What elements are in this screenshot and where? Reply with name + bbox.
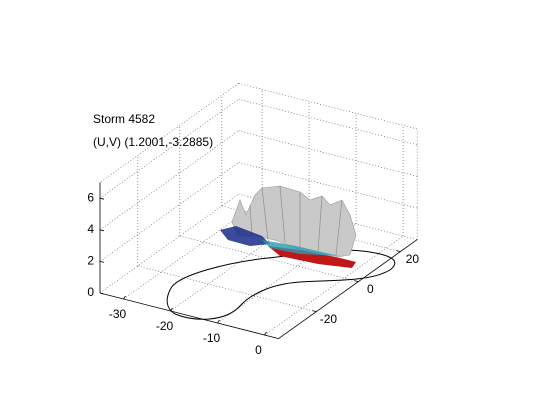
low-reflectivity	[220, 226, 270, 246]
chart-subtitle: (U,V) (1.2001,-3.2885)	[93, 135, 213, 149]
z-tick	[99, 261, 105, 263]
y-tick	[396, 250, 401, 252]
x-tick-label: -30	[109, 307, 127, 321]
y-tick	[312, 310, 317, 312]
contour	[166, 249, 396, 320]
z-tick-label: 6	[87, 190, 94, 204]
grid-line	[238, 98, 418, 146]
grid-line	[99, 130, 239, 231]
x-tick-label: 0	[255, 343, 262, 357]
chart-title: Storm 4582	[93, 112, 155, 126]
cloud-surface	[231, 185, 357, 259]
grid-line	[137, 265, 317, 312]
z-tick-label: 2	[87, 254, 94, 268]
z-tick	[99, 292, 105, 295]
x-tick	[123, 295, 126, 300]
grid-layer	[99, 83, 418, 339]
grid-line	[99, 193, 239, 294]
grid-line	[264, 235, 404, 336]
grid-line	[99, 98, 239, 199]
x-tick	[170, 307, 173, 312]
x-axis	[99, 292, 279, 339]
box-edge	[99, 83, 239, 183]
box-edge	[238, 83, 418, 130]
y-tick-label: 0	[367, 282, 374, 296]
grid-line	[238, 162, 418, 209]
grid-line	[238, 130, 418, 177]
z-tick-label: 0	[87, 285, 94, 299]
y-axis	[278, 239, 418, 339]
grid-line	[179, 235, 359, 282]
y-tick-label: -20	[320, 312, 338, 326]
z-tick-label: 4	[87, 222, 94, 236]
z-tick	[99, 229, 105, 232]
storm-surface	[166, 185, 396, 320]
x-tick	[264, 331, 267, 336]
x-tick-label: -20	[156, 319, 174, 333]
x-tick	[217, 319, 220, 324]
z-tick	[99, 197, 105, 200]
mid-reflectivity	[262, 240, 340, 256]
surface-shading	[249, 185, 343, 256]
grid-line	[99, 162, 239, 262]
x-tick-label: -10	[203, 331, 221, 345]
y-tick	[354, 280, 359, 282]
y-tick-label: 20	[406, 252, 420, 266]
